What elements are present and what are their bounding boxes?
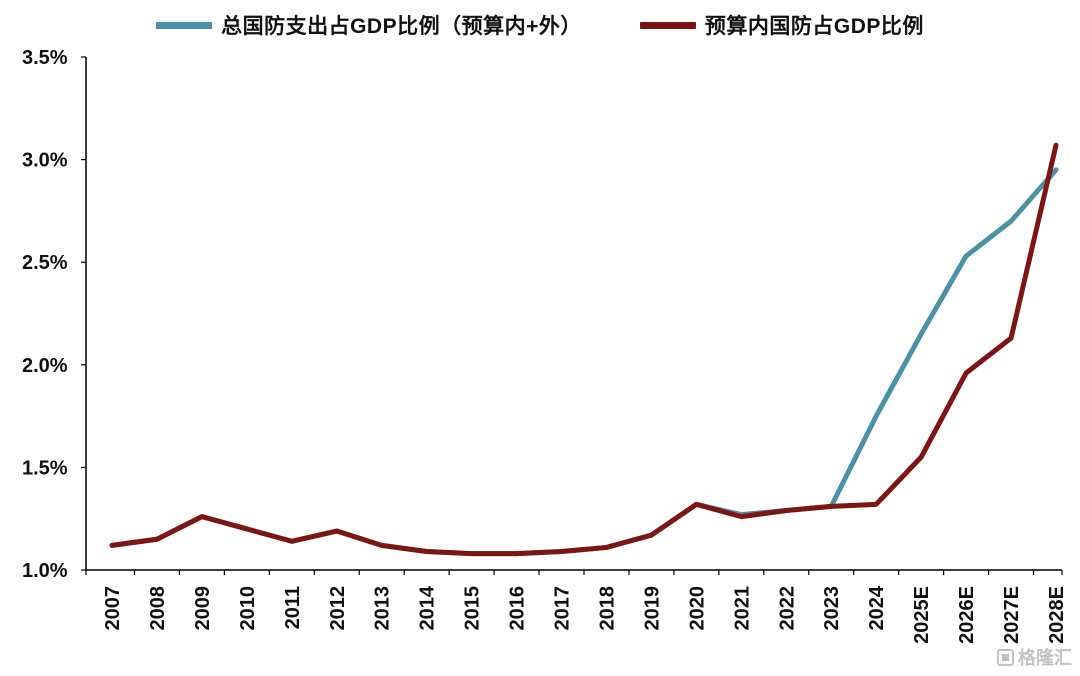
x-axis-tick-label: 2017 xyxy=(552,586,574,631)
y-axis-tick-label: 3.5% xyxy=(22,47,68,69)
y-axis-tick-label: 1.0% xyxy=(22,560,68,582)
x-axis-tick-label: 2021 xyxy=(731,586,753,631)
x-axis-tick-label: 2027E xyxy=(1001,586,1023,644)
x-axis-tick-label: 2015 xyxy=(462,586,484,631)
legend: 总国防支出占GDP比例（预算内+外） 预算内国防占GDP比例 xyxy=(0,10,1080,40)
x-axis-tick-label: 2019 xyxy=(641,586,663,631)
legend-item-total-defense: 总国防支出占GDP比例（预算内+外） xyxy=(156,10,582,40)
x-axis-tick-label: 2023 xyxy=(821,586,843,631)
watermark: 格隆汇 xyxy=(997,644,1072,670)
watermark-text: 格隆汇 xyxy=(1018,648,1072,668)
x-axis-tick-label: 2014 xyxy=(417,585,439,630)
y-axis-tick-label: 2.5% xyxy=(22,252,68,274)
y-axis-tick-label: 3.0% xyxy=(22,150,68,172)
x-axis-tick-label: 2010 xyxy=(237,586,259,631)
legend-swatch-total-defense xyxy=(156,21,213,29)
x-axis-tick-label: 2020 xyxy=(686,586,708,631)
x-axis-tick-label: 2009 xyxy=(192,586,214,631)
x-axis-tick-label: 2025E xyxy=(911,586,933,644)
x-axis-tick-label: 2026E xyxy=(956,586,978,644)
legend-label-total-defense: 总国防支出占GDP比例（预算内+外） xyxy=(221,15,582,38)
legend-swatch-budget-defense xyxy=(639,21,696,29)
series-line-1 xyxy=(109,142,1059,557)
x-axis-tick-label: 2028E xyxy=(1046,586,1068,644)
y-axis-tick-label: 1.5% xyxy=(22,457,68,479)
x-axis-tick-label: 2022 xyxy=(776,586,798,631)
series-line-0 xyxy=(109,167,1059,557)
x-axis-tick-label: 2011 xyxy=(282,586,304,629)
x-axis-tick-label: 2013 xyxy=(372,586,394,631)
x-axis-tick-label: 2008 xyxy=(147,586,169,631)
x-axis-tick-label: 2024 xyxy=(866,585,888,630)
x-axis-tick-label: 2007 xyxy=(102,586,124,631)
legend-item-budget-defense: 预算内国防占GDP比例 xyxy=(639,10,924,40)
legend-label-budget-defense: 预算内国防占GDP比例 xyxy=(704,15,924,38)
x-axis-tick-label: 2012 xyxy=(327,586,349,631)
y-axis-tick-label: 2.0% xyxy=(22,355,68,377)
x-axis-tick-label: 2018 xyxy=(596,586,618,631)
gelonghui-logo-icon xyxy=(997,648,1014,666)
x-axis-tick-label: 2016 xyxy=(507,586,529,631)
